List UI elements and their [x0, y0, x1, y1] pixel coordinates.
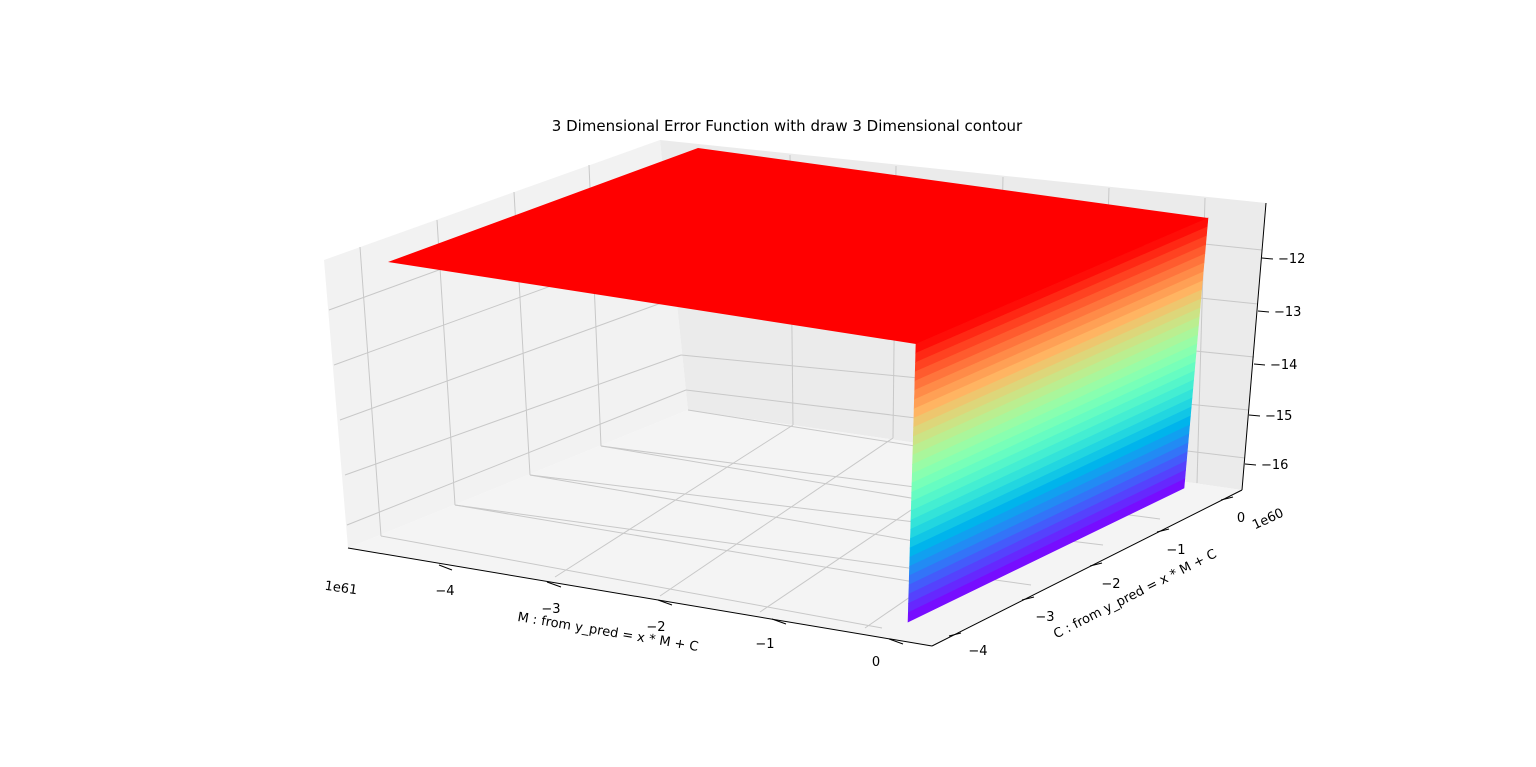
y-tick-label: −1 — [1166, 543, 1185, 558]
x-tick-label: −4 — [435, 584, 454, 599]
x-tick-labels: −4 −3 −2 −1 0 — [435, 584, 880, 670]
axis-lines — [347, 202, 1267, 647]
y-axis-line — [931, 489, 1243, 647]
y-tick-label: −4 — [968, 644, 987, 659]
y-tick-label: −3 — [1035, 610, 1054, 625]
x-tick-label: −1 — [755, 637, 774, 652]
tick-marks — [438, 257, 1274, 645]
contour-band — [907, 478, 1186, 623]
z-axis-line — [1241, 202, 1267, 491]
x-axis-label: M : from y_pred = x * M + C — [516, 610, 699, 655]
z-tick-label: −13 — [1274, 305, 1301, 320]
x-tick-label: −3 — [541, 602, 560, 617]
surface-cliff-face — [907, 217, 1209, 623]
z-tick-labels: −12 −13 −14 −15 −16 — [1261, 252, 1305, 473]
y-tick-label: 0 — [1237, 511, 1245, 526]
z-tick-label: −12 — [1278, 252, 1305, 267]
y-tick-labels: 0 −1 −2 −3 −4 — [968, 511, 1245, 659]
z-tick-label: −16 — [1261, 458, 1288, 473]
z-tick-label: −14 — [1270, 358, 1297, 373]
x-tick-label: −2 — [646, 620, 665, 635]
y-offset-label: 1e60 — [1250, 506, 1286, 533]
surface-plateau — [388, 148, 1208, 344]
z-tick-label: −15 — [1265, 409, 1292, 424]
x-tick-label: 0 — [872, 655, 880, 670]
x-offset-label: 1e61 — [324, 579, 359, 598]
y-tick-label: −2 — [1101, 577, 1120, 592]
chart-title: 3 Dimensional Error Function with draw 3… — [552, 117, 1023, 135]
x-axis-line — [347, 547, 933, 647]
